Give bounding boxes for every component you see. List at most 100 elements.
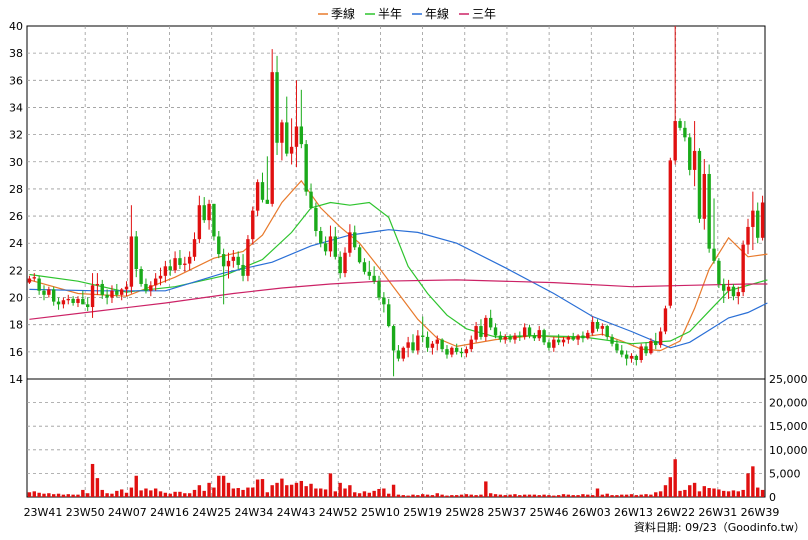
candle bbox=[726, 279, 731, 299]
candle bbox=[353, 225, 357, 251]
candle-body bbox=[27, 278, 32, 283]
volume-bar bbox=[76, 494, 80, 497]
candle-body bbox=[469, 339, 473, 350]
x-tick-label: 26W03 bbox=[572, 506, 611, 519]
volume-bar bbox=[338, 482, 342, 497]
candle bbox=[712, 198, 716, 264]
candle bbox=[454, 343, 459, 355]
candle-body bbox=[688, 137, 692, 170]
candle-body bbox=[707, 173, 711, 249]
candle-body bbox=[561, 339, 566, 343]
candle bbox=[319, 226, 323, 248]
candle-body bbox=[629, 355, 634, 359]
volume-bar bbox=[396, 494, 401, 497]
candle-body bbox=[751, 210, 755, 227]
candle bbox=[134, 231, 138, 278]
candle bbox=[275, 55, 279, 155]
volume-bar bbox=[207, 482, 211, 497]
candle-body bbox=[387, 304, 391, 327]
candle-body bbox=[518, 335, 522, 337]
x-tick-label: 24W43 bbox=[277, 506, 316, 519]
candle-body bbox=[115, 290, 119, 295]
volume-tick-label: 10,000 bbox=[769, 444, 808, 457]
candle-body bbox=[644, 346, 648, 354]
volume-bars bbox=[27, 459, 765, 497]
volume-bar bbox=[586, 494, 590, 497]
volume-bar bbox=[421, 494, 425, 497]
candle-body bbox=[163, 266, 168, 276]
candle bbox=[741, 240, 745, 297]
volume-bar bbox=[600, 494, 605, 497]
volume-bar bbox=[163, 492, 168, 497]
volume-bar bbox=[537, 495, 541, 497]
candle-body bbox=[663, 308, 668, 332]
candle-body bbox=[576, 335, 580, 340]
candle bbox=[343, 247, 347, 278]
volume-bar bbox=[639, 494, 643, 497]
volume-bar bbox=[129, 487, 134, 497]
candle-body bbox=[454, 347, 459, 352]
volume-bar bbox=[246, 487, 250, 497]
volume-bar bbox=[158, 491, 163, 497]
candle-body bbox=[654, 340, 658, 346]
chart-legend: 季線 半年 年線 三年 bbox=[318, 6, 496, 21]
volume-bar bbox=[178, 491, 182, 497]
candle-body bbox=[173, 258, 177, 271]
candle-body bbox=[231, 256, 236, 261]
candle-body bbox=[260, 182, 265, 200]
volume-bar bbox=[522, 494, 527, 497]
candle-body bbox=[202, 205, 206, 221]
legend-label-3: 三年 bbox=[472, 7, 496, 21]
candle bbox=[756, 202, 760, 244]
candle bbox=[110, 285, 114, 303]
candle-body bbox=[37, 278, 41, 291]
candle-body bbox=[547, 342, 551, 348]
candle-body bbox=[129, 236, 134, 287]
candle-body bbox=[391, 326, 396, 351]
candle-body bbox=[722, 283, 726, 291]
candle-body bbox=[396, 350, 401, 359]
volume-bar bbox=[620, 494, 624, 497]
volume-bar bbox=[260, 479, 265, 497]
candle-body bbox=[406, 342, 410, 348]
volume-bar bbox=[556, 495, 561, 497]
volume-bar bbox=[425, 494, 430, 497]
candle bbox=[440, 338, 444, 352]
candle-body bbox=[149, 285, 153, 291]
volume-bar bbox=[411, 494, 415, 497]
candle bbox=[401, 346, 405, 362]
volume-bar bbox=[518, 495, 522, 497]
volume-bar bbox=[173, 491, 177, 497]
candlesticks bbox=[27, 26, 765, 377]
price-grid bbox=[27, 26, 765, 379]
candle-body bbox=[508, 336, 512, 340]
candle-body bbox=[542, 330, 546, 343]
candle-body bbox=[158, 275, 163, 279]
candle bbox=[255, 179, 260, 217]
candle-body bbox=[683, 127, 687, 138]
candle bbox=[328, 225, 333, 257]
candle-body bbox=[522, 327, 527, 337]
candle bbox=[187, 251, 192, 271]
candle-body bbox=[304, 144, 308, 192]
candle-body bbox=[401, 347, 405, 359]
candle-body bbox=[464, 349, 469, 354]
price-tick-label: 18 bbox=[9, 319, 23, 332]
candle bbox=[367, 260, 371, 280]
candle-body bbox=[649, 340, 653, 354]
volume-bar bbox=[469, 494, 473, 497]
candle-body bbox=[586, 332, 590, 339]
volume-bar bbox=[382, 488, 386, 497]
candle-body bbox=[488, 317, 493, 328]
candle-body bbox=[697, 150, 702, 219]
candle bbox=[678, 118, 682, 131]
candle bbox=[124, 281, 129, 297]
volume-bar bbox=[348, 485, 352, 497]
x-tick-label: 23W50 bbox=[66, 506, 105, 519]
candle bbox=[52, 286, 56, 306]
candle bbox=[620, 345, 624, 358]
candle bbox=[149, 281, 153, 297]
candle bbox=[144, 278, 148, 294]
volume-bar bbox=[90, 463, 95, 497]
candle-body bbox=[353, 232, 357, 248]
